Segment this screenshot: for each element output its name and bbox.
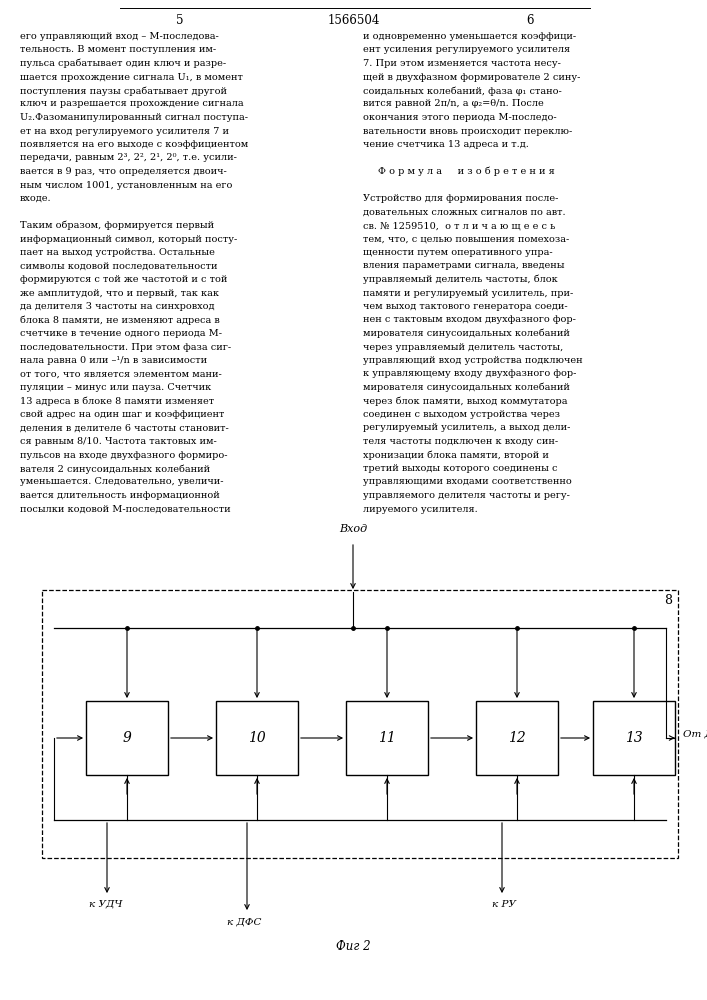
Text: лируемого усилителя.: лируемого усилителя. (363, 504, 478, 514)
Text: пуляции – минус или пауза. Счетчик: пуляции – минус или пауза. Счетчик (20, 383, 211, 392)
Text: От Д4: От Д4 (683, 730, 707, 738)
Text: к УДЧ: к УДЧ (89, 900, 122, 909)
Text: к управляющему входу двухфазного фор-: к управляющему входу двухфазного фор- (363, 369, 576, 378)
Text: к РУ: к РУ (492, 900, 516, 909)
Text: пульса срабатывает один ключ и разре-: пульса срабатывает один ключ и разре- (20, 59, 226, 68)
Text: памяти и регулируемый усилитель, при-: памяти и регулируемый усилитель, при- (363, 288, 573, 298)
Text: ключ и разрешается прохождение сигнала: ключ и разрешается прохождение сигнала (20, 100, 244, 108)
Text: тельность. В момент поступления им-: тельность. В момент поступления им- (20, 45, 216, 54)
Bar (346, 701, 428, 775)
Text: 9: 9 (122, 731, 132, 745)
Text: 1566504: 1566504 (327, 14, 380, 27)
Text: к ДФС: к ДФС (227, 918, 262, 927)
Text: мирователя синусоидальных колебаний: мирователя синусоидальных колебаний (363, 329, 570, 338)
Text: теля частоты подключен к входу син-: теля частоты подключен к входу син- (363, 437, 558, 446)
Text: поступления паузы срабатывает другой: поступления паузы срабатывает другой (20, 86, 227, 96)
Text: через блок памяти, выход коммутатора: через блок памяти, выход коммутатора (363, 396, 568, 406)
Text: блока 8 памяти, не изменяют адреса в: блока 8 памяти, не изменяют адреса в (20, 316, 220, 325)
Text: свой адрес на один шаг и коэффициент: свой адрес на один шаг и коэффициент (20, 410, 224, 419)
Text: через управляемый делитель частоты,: через управляемый делитель частоты, (363, 342, 563, 352)
Text: уменьшается. Следовательно, увеличи-: уменьшается. Следовательно, увеличи- (20, 478, 223, 487)
Text: посылки кодовой M-последовательности: посылки кодовой M-последовательности (20, 504, 230, 514)
Text: 13 адреса в блоке 8 памяти изменяет: 13 адреса в блоке 8 памяти изменяет (20, 396, 214, 406)
Text: нен с тактовым входом двухфазного фор-: нен с тактовым входом двухфазного фор- (363, 316, 576, 324)
Text: вательности вновь происходит переклю-: вательности вновь происходит переклю- (363, 126, 572, 135)
Text: вателя 2 синусоидальных колебаний: вателя 2 синусоидальных колебаний (20, 464, 210, 474)
Text: 7. При этом изменяется частота несу-: 7. При этом изменяется частота несу- (363, 59, 561, 68)
Text: окончания этого периода M-последо-: окончания этого периода M-последо- (363, 113, 556, 122)
Text: 11: 11 (378, 731, 396, 745)
Text: вается длительность информационной: вается длительность информационной (20, 491, 220, 500)
Text: его управляющий вход – M-последова-: его управляющий вход – M-последова- (20, 32, 218, 41)
Text: пает на выход устройства. Остальные: пает на выход устройства. Остальные (20, 248, 215, 257)
Text: управляемый делитель частоты, блок: управляемый делитель частоты, блок (363, 275, 558, 284)
Text: вится равной 2π/n, а φ₂=θ/n. После: вится равной 2π/n, а φ₂=θ/n. После (363, 100, 544, 108)
Text: ным числом 1001, установленным на его: ным числом 1001, установленным на его (20, 180, 233, 190)
Text: вается в 9 раз, что определяется двоич-: вается в 9 раз, что определяется двоич- (20, 167, 227, 176)
Bar (42, 590, 678, 858)
Text: третий выходы которого соединены с: третий выходы которого соединены с (363, 464, 558, 473)
Text: Таким образом, формируется первый: Таким образом, формируется первый (20, 221, 214, 231)
Text: ся равным 8/10. Частота тактовых им-: ся равным 8/10. Частота тактовых им- (20, 437, 217, 446)
Text: последовательности. При этом фаза сиг-: последовательности. При этом фаза сиг- (20, 342, 231, 352)
Bar (476, 701, 558, 775)
Text: появляется на его выходе с коэффициентом: появляется на его выходе с коэффициентом (20, 140, 248, 149)
Text: управляемого делителя частоты и регу-: управляемого делителя частоты и регу- (363, 491, 570, 500)
Text: Ф о р м у л а     и з о б р е т е н и я: Ф о р м у л а и з о б р е т е н и я (378, 167, 555, 176)
Text: соидальных колебаний, фаза φ₁ стано-: соидальных колебаний, фаза φ₁ стано- (363, 86, 562, 96)
Bar (216, 701, 298, 775)
Text: чение счетчика 13 адреса и т.д.: чение счетчика 13 адреса и т.д. (363, 140, 529, 149)
Text: входе.: входе. (20, 194, 52, 203)
Text: 10: 10 (248, 731, 266, 745)
Text: мирователя синусоидальных колебаний: мирователя синусоидальных колебаний (363, 383, 570, 392)
Text: нала равна 0 или –¹/n в зависимости: нала равна 0 или –¹/n в зависимости (20, 356, 207, 365)
Text: 13: 13 (625, 731, 643, 745)
Text: U₂.Фазоманипулированный сигнал поступа-: U₂.Фазоманипулированный сигнал поступа- (20, 113, 248, 122)
Text: от того, что является элементом мани-: от того, что является элементом мани- (20, 369, 222, 378)
Text: довательных сложных сигналов по авт.: довательных сложных сигналов по авт. (363, 208, 566, 217)
Text: хронизации блока памяти, второй и: хронизации блока памяти, второй и (363, 450, 549, 460)
Text: формируются с той же частотой и с той: формируются с той же частотой и с той (20, 275, 228, 284)
Text: 12: 12 (508, 731, 526, 745)
Text: передачи, равным 2³, 2², 2¹, 2⁰, т.е. усили-: передачи, равным 2³, 2², 2¹, 2⁰, т.е. ус… (20, 153, 237, 162)
Text: чем выход тактового генератора соеди-: чем выход тактового генератора соеди- (363, 302, 568, 311)
Text: символы кодовой последовательности: символы кодовой последовательности (20, 261, 218, 270)
Text: Фиг 2: Фиг 2 (337, 940, 370, 953)
Text: св. № 1259510,  о т л и ч а ю щ е е с ь: св. № 1259510, о т л и ч а ю щ е е с ь (363, 221, 556, 230)
Text: 5: 5 (176, 14, 184, 27)
Bar (86, 701, 168, 775)
Text: да делителя 3 частоты на синхровход: да делителя 3 частоты на синхровход (20, 302, 214, 311)
Text: управляющий вход устройства подключен: управляющий вход устройства подключен (363, 356, 583, 365)
Text: шается прохождение сигнала U₁, в момент: шается прохождение сигнала U₁, в момент (20, 73, 243, 82)
Text: деления в делителе 6 частоты становит-: деления в делителе 6 частоты становит- (20, 424, 229, 432)
Text: ент усиления регулируемого усилителя: ент усиления регулируемого усилителя (363, 45, 570, 54)
Text: 8: 8 (664, 594, 672, 607)
Text: ет на вход регулируемого усилителя 7 и: ет на вход регулируемого усилителя 7 и (20, 126, 229, 135)
Text: щей в двухфазном формирователе 2 сину-: щей в двухфазном формирователе 2 сину- (363, 73, 580, 82)
Text: соединен с выходом устройства через: соединен с выходом устройства через (363, 410, 560, 419)
Text: 6: 6 (526, 14, 534, 27)
Text: же амплитудой, что и первый, так как: же амплитудой, что и первый, так как (20, 288, 219, 298)
Text: регулируемый усилитель, а выход дели-: регулируемый усилитель, а выход дели- (363, 424, 571, 432)
Text: и одновременно уменьшается коэффици-: и одновременно уменьшается коэффици- (363, 32, 576, 41)
Text: тем, что, с целью повышения помехоза-: тем, что, с целью повышения помехоза- (363, 234, 569, 243)
Text: информационный символ, который посту-: информационный символ, который посту- (20, 234, 238, 243)
Bar (593, 701, 675, 775)
Text: щенности путем оперативного упра-: щенности путем оперативного упра- (363, 248, 553, 257)
Text: пульсов на входе двухфазного формиро-: пульсов на входе двухфазного формиро- (20, 450, 228, 460)
Text: счетчике в течение одного периода M-: счетчике в течение одного периода M- (20, 329, 222, 338)
Text: управляющими входами соответственно: управляющими входами соответственно (363, 478, 572, 487)
Text: вления параметрами сигнала, введены: вления параметрами сигнала, введены (363, 261, 564, 270)
Text: Устройство для формирования после-: Устройство для формирования после- (363, 194, 559, 203)
Text: Вход: Вход (339, 524, 367, 534)
